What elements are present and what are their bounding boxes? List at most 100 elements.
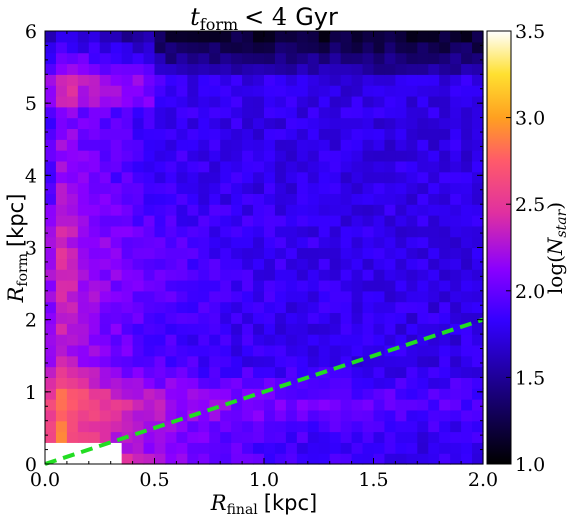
heatmap-cell	[351, 171, 364, 184]
heatmap-cell	[242, 388, 254, 400]
heatmap-cell	[110, 366, 123, 378]
heatmap-cell	[77, 41, 90, 54]
heatmap-cell	[209, 128, 221, 140]
heatmap-cell	[231, 117, 243, 130]
heatmap-cell	[187, 85, 199, 97]
heatmap-cell	[264, 399, 276, 411]
heatmap-cell	[428, 117, 440, 130]
heatmap-cell	[176, 41, 188, 54]
heatmap-cell	[307, 258, 320, 270]
heatmap-cell	[176, 312, 188, 324]
heatmap-cell	[187, 215, 199, 227]
heatmap-cell	[296, 344, 309, 357]
heatmap-cell	[110, 236, 123, 249]
heatmap-cell	[66, 269, 79, 281]
y-axis-label: Rform[kpc]	[4, 194, 31, 304]
heatmap-cell	[417, 225, 429, 238]
heatmap-cell	[220, 215, 232, 227]
heatmap-cell	[242, 63, 254, 75]
heatmap-cell	[187, 150, 199, 162]
heatmap-cell	[77, 139, 90, 151]
heatmap-cell	[253, 312, 265, 324]
heatmap-cell	[187, 442, 199, 454]
heatmap-cell	[406, 52, 418, 65]
heatmap-cell	[165, 399, 177, 411]
heatmap-cell	[472, 355, 484, 368]
heatmap-cell	[242, 182, 254, 194]
heatmap-cell	[329, 453, 342, 465]
heatmap-cell	[154, 31, 167, 43]
heatmap-cell	[143, 215, 156, 227]
heatmap-cell	[176, 409, 188, 422]
heatmap-cell	[285, 334, 298, 346]
heatmap-cell	[285, 215, 298, 227]
heatmap-cell	[99, 171, 112, 184]
heatmap-cell	[450, 290, 462, 303]
x-axis-ticks: 0.0 0.5 1.0 1.5 2.0	[30, 31, 498, 491]
heatmap-cell	[66, 290, 79, 303]
heatmap-cell	[187, 279, 199, 292]
heatmap-cell	[395, 215, 407, 227]
heatmap-cell	[340, 279, 353, 292]
heatmap-cell	[198, 193, 210, 205]
heatmap-cell	[340, 301, 353, 314]
heatmap-cell	[121, 420, 134, 433]
heatmap-cell	[121, 215, 134, 227]
heatmap-cell	[176, 74, 188, 86]
heatmap-cell	[472, 117, 484, 130]
heatmap-cell	[99, 182, 112, 194]
heatmap-cell	[395, 453, 407, 465]
heatmap-cell	[373, 52, 386, 65]
heatmap-cell	[296, 31, 309, 43]
heatmap-cell	[55, 377, 68, 389]
heatmap-cell	[329, 215, 342, 227]
heatmap-cell	[417, 74, 429, 86]
heatmap-cell	[384, 312, 396, 324]
heatmap-cell	[55, 236, 68, 249]
heatmap-cell	[307, 41, 320, 54]
heatmap-cell	[329, 52, 342, 65]
heatmap-cell	[45, 388, 57, 400]
heatmap-cell	[45, 323, 57, 335]
heatmap-cell	[307, 150, 320, 162]
heatmap-cell	[154, 74, 167, 86]
heatmap-cell	[285, 323, 298, 335]
heatmap-cell	[231, 388, 243, 400]
heatmap-cell	[285, 41, 298, 54]
heatmap-cell	[143, 301, 156, 314]
heatmap-cell	[253, 85, 265, 97]
heatmap-cell	[45, 442, 57, 454]
heatmap-cell	[99, 74, 112, 86]
heatmap-cell	[428, 366, 440, 378]
heatmap-cell	[165, 85, 177, 97]
heatmap-cell	[450, 377, 462, 389]
heatmap-cell	[88, 431, 101, 443]
heatmap-cell	[77, 128, 90, 140]
heatmap-cell	[176, 117, 188, 130]
heatmap-cell	[351, 204, 364, 216]
heatmap-cell	[406, 236, 418, 249]
heatmap-cell	[88, 41, 101, 54]
heatmap-cell	[253, 258, 265, 270]
heatmap-cell	[340, 366, 353, 378]
heatmap-cell	[165, 409, 177, 422]
heatmap-cell	[121, 193, 134, 205]
heatmap-cell	[99, 106, 112, 119]
heatmap-cell	[472, 31, 484, 43]
heatmap-cell	[66, 117, 79, 130]
heatmap-cell	[88, 63, 101, 75]
heatmap-cell	[274, 323, 287, 335]
heatmap-cell	[165, 323, 177, 335]
heatmap-cell	[307, 117, 320, 130]
heatmap-cell	[264, 236, 276, 249]
heatmap-cell	[198, 442, 210, 454]
heatmap-cell	[110, 106, 123, 119]
y-tick-label: 4	[25, 165, 37, 187]
heatmap-cell	[274, 31, 287, 43]
heatmap-cell	[231, 160, 243, 173]
heatmap-cell	[351, 323, 364, 335]
heatmap-cell	[428, 279, 440, 292]
heatmap-cell	[187, 106, 199, 119]
heatmap-cell	[351, 193, 364, 205]
heatmap-cell	[395, 442, 407, 454]
